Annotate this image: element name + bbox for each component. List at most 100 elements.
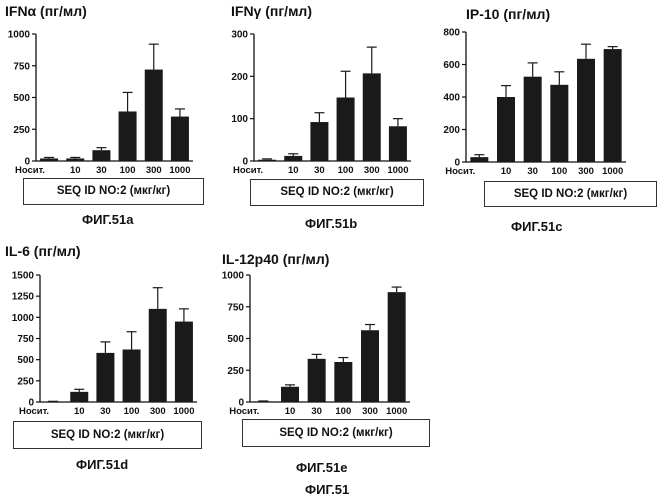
x-tick-label: 30: [100, 406, 111, 417]
x-tick-label: 100: [120, 165, 136, 176]
bar-chart-il6: 0250500750100012501500Носит.103010030010…: [0, 264, 205, 419]
chart-title: IL-6 (пг/мл): [5, 243, 81, 259]
bar: [361, 330, 379, 402]
bar: [389, 126, 407, 161]
x-axis-title-box: SEQ ID NO:2 (мкг/кг): [23, 178, 204, 205]
figure-label: ФИГ.51d: [76, 457, 128, 472]
bar-chart-ifn-gamma: 0100200300Носит.10301003001000: [222, 22, 427, 177]
bar: [308, 359, 326, 402]
x-tick-label: Носит.: [229, 406, 259, 417]
figure-label: ФИГ.51b: [305, 216, 357, 231]
bar: [550, 85, 568, 162]
x-tick-label: 30: [527, 166, 538, 177]
y-tick-label: 200: [443, 125, 460, 136]
x-axis-title-box: SEQ ID NO:2 (мкг/кг): [13, 421, 202, 449]
y-tick-label: 1250: [12, 292, 35, 303]
bar: [497, 97, 515, 162]
bar: [284, 156, 302, 161]
x-tick-label: Носит.: [19, 406, 49, 417]
y-tick-label: 800: [443, 28, 460, 39]
x-tick-label: 100: [338, 165, 354, 176]
x-tick-label: 300: [364, 165, 380, 176]
bar: [258, 160, 276, 161]
x-tick-label: Носит.: [15, 165, 45, 176]
figure-label: ФИГ.51e: [296, 460, 348, 475]
x-tick-label: 1000: [169, 165, 190, 176]
bar-chart-il12p40: 02505007501000Носит.10301003001000: [210, 268, 415, 418]
x-tick-label: 100: [551, 166, 567, 177]
chart-title: IP-10 (пг/мл): [466, 6, 550, 22]
bar-chart-ip10: 0200400600800Носит.10301003001000: [440, 23, 664, 178]
bar: [281, 387, 299, 402]
x-tick-label: 300: [150, 406, 166, 417]
bar: [388, 292, 406, 402]
x-tick-label: Носит.: [445, 166, 475, 177]
x-tick-label: 30: [314, 165, 325, 176]
y-tick-label: 250: [227, 366, 244, 377]
y-tick-label: 1000: [8, 30, 31, 41]
y-tick-label: 250: [17, 376, 34, 387]
x-tick-label: 100: [124, 406, 140, 417]
x-tick-label: 1000: [386, 406, 407, 417]
x-tick-label: 100: [335, 406, 351, 417]
bar: [334, 362, 352, 402]
bar: [145, 70, 163, 161]
chart-title: IFNγ (пг/мл): [231, 3, 312, 19]
bar: [175, 322, 193, 402]
y-tick-label: 300: [231, 30, 248, 41]
chart-title: IFNα (пг/мл): [5, 3, 87, 19]
x-tick-label: 300: [578, 166, 594, 177]
bar: [524, 77, 542, 162]
x-tick-label: 1000: [173, 406, 194, 417]
x-tick-label: 1000: [602, 166, 623, 177]
bar: [119, 111, 137, 161]
y-tick-label: 500: [13, 93, 30, 104]
x-axis-title-box: SEQ ID NO:2 (мкг/кг): [242, 419, 430, 447]
x-tick-label: 10: [288, 165, 299, 176]
y-tick-label: 250: [13, 125, 30, 136]
y-tick-label: 750: [227, 302, 244, 313]
y-tick-label: 600: [443, 60, 460, 71]
bar: [363, 73, 381, 161]
bar: [149, 309, 167, 402]
x-tick-label: 300: [362, 406, 378, 417]
x-tick-label: 10: [285, 406, 296, 417]
y-tick-label: 1000: [222, 271, 245, 282]
bar: [92, 150, 110, 161]
y-tick-label: 750: [13, 61, 30, 72]
bar: [96, 353, 114, 402]
x-tick-label: 30: [311, 406, 322, 417]
y-tick-label: 1000: [12, 313, 35, 324]
x-tick-label: 10: [501, 166, 512, 177]
bar: [123, 350, 141, 402]
x-axis-title-box: SEQ ID NO:2 (мкг/кг): [250, 179, 424, 206]
x-tick-label: 10: [70, 165, 81, 176]
y-tick-label: 500: [227, 334, 244, 345]
bar: [604, 49, 622, 162]
y-tick-label: 750: [17, 334, 34, 345]
bar-chart-ifn-alpha: 02505007501000Носит.10301003001000: [0, 22, 205, 177]
bar: [70, 392, 88, 402]
bar: [470, 157, 488, 162]
bar: [337, 98, 355, 162]
bar: [171, 117, 189, 161]
y-tick-label: 1500: [12, 271, 35, 282]
y-tick-label: 200: [231, 72, 248, 83]
figure-label: ФИГ.51a: [82, 212, 134, 227]
x-axis-title-box: SEQ ID NO:2 (мкг/кг): [484, 181, 657, 207]
x-tick-label: Носит.: [233, 165, 263, 176]
y-tick-label: 500: [17, 355, 34, 366]
figure-main-label: ФИГ.51: [305, 482, 349, 497]
y-tick-label: 400: [443, 93, 460, 104]
x-tick-label: 300: [146, 165, 162, 176]
y-tick-label: 100: [231, 114, 248, 125]
bar: [66, 158, 84, 161]
x-tick-label: 1000: [387, 165, 408, 176]
bar: [577, 59, 595, 162]
figure-label: ФИГ.51c: [511, 219, 563, 234]
x-tick-label: 10: [74, 406, 85, 417]
x-tick-label: 30: [96, 165, 107, 176]
bar: [40, 158, 58, 161]
chart-title: IL-12p40 (пг/мл): [222, 251, 329, 267]
bar: [310, 122, 328, 161]
